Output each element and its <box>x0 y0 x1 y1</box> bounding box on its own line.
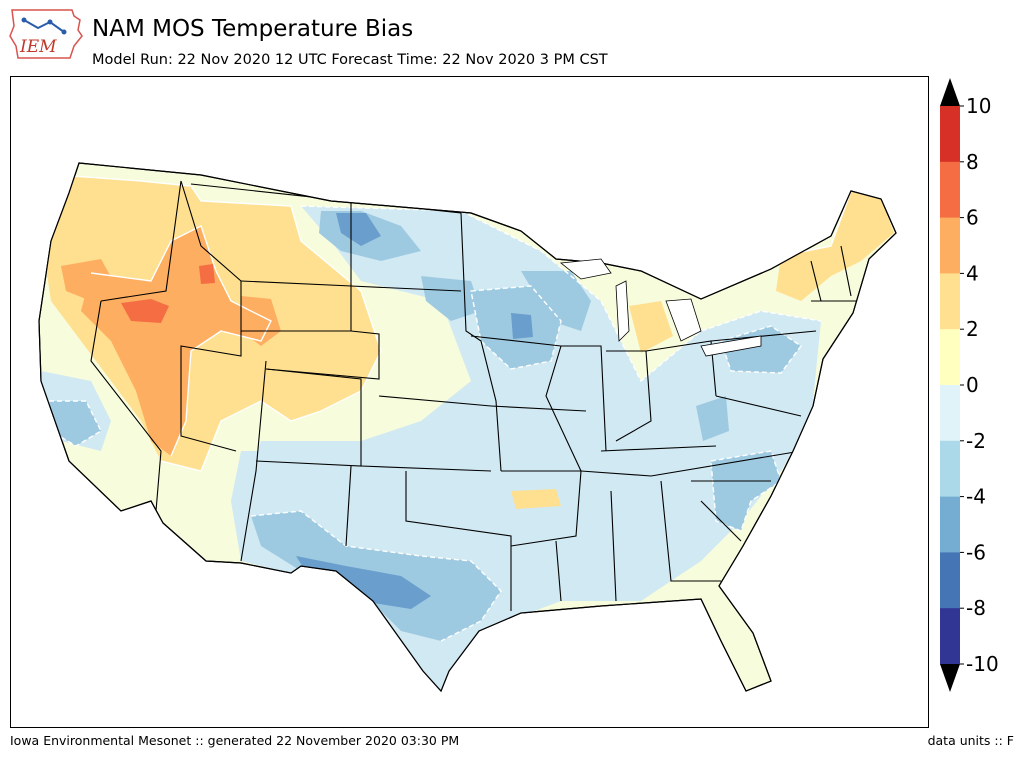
colorbar-swatch <box>940 496 960 553</box>
colorbar-arrow-high <box>940 78 960 106</box>
bias-map <box>38 162 897 693</box>
logo-text: IEM <box>19 37 57 57</box>
warm-zone-oregon <box>61 259 116 301</box>
colorbar-tick-label: 8 <box>966 150 979 174</box>
colorbar-tick-label: -4 <box>966 485 986 509</box>
cool-zone-california-coast <box>49 401 101 446</box>
colorbar-labels: 10 8 6 4 2 0 -2 -4 -6 -8 -10 <box>960 94 999 676</box>
map-panel <box>10 76 929 728</box>
colorbar-tick-label: 6 <box>966 206 979 230</box>
cool-zone-wisconsin-north <box>521 271 591 331</box>
map-subtitle: Model Run: 22 Nov 2020 12 UTC Forecast T… <box>92 52 608 68</box>
colorbar-swatch <box>940 217 960 274</box>
great-lakes <box>559 258 762 357</box>
cool-zone-big-bend <box>309 569 329 583</box>
colorbar: 10 8 6 4 2 0 -2 -4 -6 -8 -10 <box>940 78 999 692</box>
colorbar-tick-label: 2 <box>966 317 979 341</box>
warm-zone-northeast <box>776 191 894 301</box>
colorbar-tick-label: 10 <box>966 94 991 118</box>
warm-zone-idaho-north <box>199 264 215 284</box>
cool-zone-west-virginia <box>696 396 729 441</box>
cool-zone-dakotas <box>421 276 481 321</box>
colorbar-swatch <box>940 608 960 665</box>
warm-zone-wyoming <box>241 296 281 346</box>
cool-zone-carolinas <box>711 451 781 531</box>
colorbar-arrow-low <box>940 664 960 692</box>
warm-zone-idaho-core <box>121 299 169 323</box>
colorbar-swatch <box>940 385 960 442</box>
colorbar-swatch <box>940 106 960 163</box>
iem-logo: IEM <box>9 9 83 59</box>
colorbar-tick-label: -6 <box>966 540 986 564</box>
map-title: NAM MOS Temperature Bias <box>92 16 414 42</box>
colorbar-tick-label: 0 <box>966 373 979 397</box>
us-outline <box>38 162 897 693</box>
footer-units: data units :: F <box>927 733 1014 748</box>
colorbar-swatch <box>940 273 960 330</box>
colorbar-swatch <box>940 161 960 219</box>
colorbar-tick-label: -10 <box>966 652 999 676</box>
contour-lines <box>48 205 822 642</box>
colorbar-tick-label: -8 <box>966 596 986 620</box>
warm-zone-idaho-nevada <box>81 226 271 456</box>
colorbar-swatches <box>940 106 960 665</box>
cool-zone-iowa-core <box>511 313 533 339</box>
colorbar-swatch <box>940 329 960 386</box>
colorbar-swatch <box>940 440 960 498</box>
warm-zone-michigan <box>629 301 673 353</box>
warm-zone-arkansas <box>511 489 561 509</box>
colorbar-swatch <box>940 552 960 609</box>
footer-credit: Iowa Environmental Mesonet :: generated … <box>10 733 460 748</box>
cool-zone-montana-core <box>336 213 381 246</box>
colorbar-tick-label: 4 <box>966 261 979 285</box>
colorbar-tick-label: -2 <box>966 429 986 453</box>
